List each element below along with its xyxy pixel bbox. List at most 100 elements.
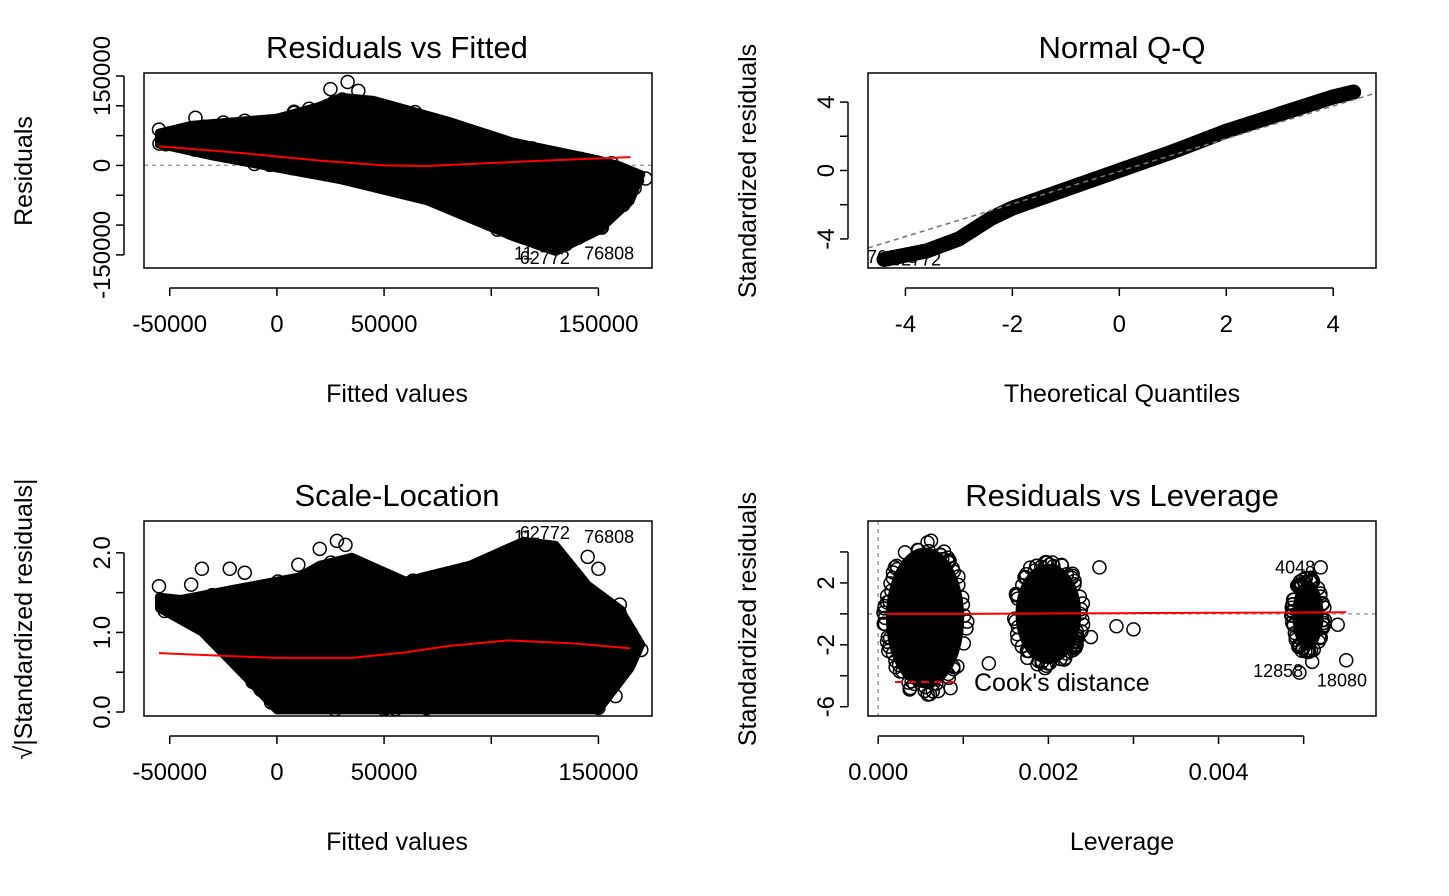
- point-label: 12858: [1253, 661, 1303, 681]
- x-axis-label: Theoretical Quantiles: [1004, 380, 1240, 408]
- edge-point: [616, 197, 631, 213]
- edge-point: [1027, 563, 1043, 578]
- edge-point: [552, 192, 567, 207]
- edge-point: [327, 702, 343, 716]
- edge-point: [260, 631, 276, 647]
- outlier-point: [629, 173, 645, 188]
- edge-point: [421, 572, 437, 587]
- edge-point: [568, 189, 584, 205]
- point-label: 4048: [1275, 557, 1315, 577]
- outlier-point: [638, 171, 652, 186]
- edge-point: [595, 657, 611, 673]
- edge-point: [449, 192, 465, 207]
- edge-point: [887, 560, 903, 575]
- edge-point: [467, 164, 482, 180]
- y-tick-label: -150000: [89, 211, 116, 299]
- edge-point: [571, 230, 586, 245]
- outlier-point: [237, 565, 252, 580]
- edge-point: [1073, 601, 1089, 617]
- outlier-point: [237, 113, 252, 128]
- edge-point: [254, 647, 269, 662]
- edge-point: [882, 630, 898, 646]
- edge-point: [586, 172, 602, 187]
- edge-point: [474, 204, 489, 220]
- panel-title: Residuals vs Leverage: [965, 478, 1279, 513]
- edge-point: [566, 658, 582, 673]
- point-label: 18080: [1317, 670, 1367, 690]
- point-label: 11: [514, 527, 533, 547]
- x-tick-label: 150000: [558, 311, 638, 338]
- edge-point: [602, 199, 617, 215]
- edge-point: [314, 120, 330, 136]
- edge-point: [567, 667, 582, 682]
- edge-point: [525, 687, 541, 702]
- edge-point: [285, 160, 301, 176]
- y-tick-label: 0.0: [89, 695, 116, 728]
- edge-point: [393, 657, 409, 672]
- edge-point: [566, 198, 581, 214]
- edge-point: [457, 644, 473, 660]
- edge-point: [181, 128, 196, 143]
- edge-point: [408, 621, 424, 637]
- edge-point: [879, 634, 895, 649]
- edge-point: [328, 159, 343, 174]
- edge-point: [536, 670, 552, 686]
- edge-point: [442, 571, 458, 586]
- edge-point: [877, 616, 893, 632]
- edge-point: [480, 158, 496, 173]
- x-tick-label: 0: [270, 759, 283, 786]
- edge-point: [262, 157, 277, 173]
- x-tick-label: -50000: [132, 759, 207, 786]
- edge-point: [388, 120, 404, 136]
- edge-point: [260, 136, 276, 152]
- edge-point: [573, 166, 589, 181]
- edge-point: [364, 687, 379, 702]
- edge-point: [334, 578, 350, 594]
- edge-point: [257, 633, 273, 649]
- panel-title: Scale-Location: [294, 478, 499, 513]
- edge-point: [495, 144, 511, 159]
- x-tick-label: -50000: [132, 311, 207, 338]
- edge-point: [888, 659, 903, 675]
- x-tick-label: 4: [1327, 311, 1340, 338]
- edge-point: [420, 184, 435, 199]
- edge-point: [1046, 558, 1061, 574]
- edge-point: [1056, 652, 1072, 667]
- outlier-point: [340, 74, 355, 90]
- edge-point: [204, 587, 220, 603]
- edge-point: [407, 104, 423, 120]
- edge-point: [524, 670, 540, 686]
- panel-residuals-vs-leverage: Residuals vs Leverage Leverage Standardi…: [734, 478, 1377, 856]
- edge-point: [410, 678, 425, 693]
- edge-point: [333, 586, 349, 601]
- edge-point: [270, 113, 285, 129]
- edge-point: [542, 206, 557, 222]
- edge-point: [463, 147, 478, 162]
- edge-point: [381, 572, 396, 588]
- edge-point: [425, 156, 440, 171]
- edge-point: [504, 683, 519, 698]
- edge-point: [252, 667, 267, 682]
- edge-point: [230, 599, 246, 615]
- edge-point: [351, 138, 367, 153]
- edge-point: [368, 665, 383, 681]
- edge-point: [552, 605, 567, 621]
- panel-title: Normal Q-Q: [1038, 30, 1205, 65]
- edge-point: [449, 584, 465, 600]
- edge-point: [602, 182, 618, 198]
- axes: -50000 0 50000 150000 0.0 1.0 2.0: [89, 536, 638, 786]
- edge-point: [272, 157, 288, 173]
- edge-point: [598, 680, 613, 695]
- edge-point: [911, 542, 926, 558]
- edge-point: [582, 195, 597, 211]
- outlier-point: [323, 81, 338, 97]
- edge-point: [888, 653, 903, 669]
- edge-point: [444, 160, 459, 176]
- edge-point: [407, 597, 422, 612]
- edge-point: [463, 136, 478, 151]
- edge-point: [334, 92, 350, 107]
- edge-point: [341, 167, 356, 182]
- edge-point: [877, 610, 893, 626]
- outlier-point: [634, 642, 649, 658]
